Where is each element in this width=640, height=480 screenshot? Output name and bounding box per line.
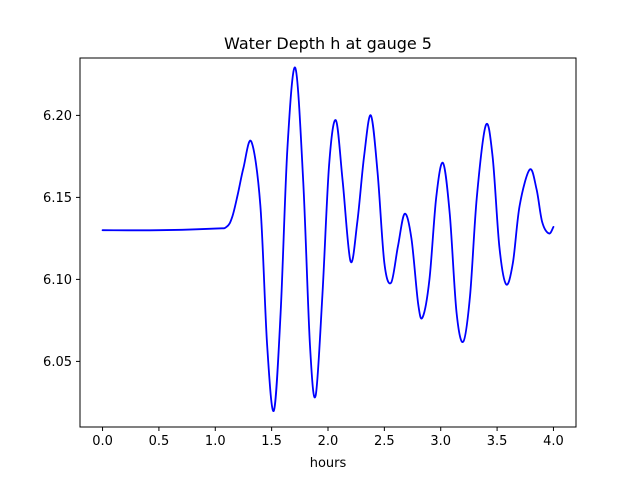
x-axis-label: hours	[310, 456, 347, 471]
x-tick-label: 1.5	[261, 434, 282, 449]
x-tick-label: 0.5	[149, 434, 170, 449]
y-tick-label: 6.10	[43, 273, 72, 288]
x-axis-ticks: 0.0 0.5 1.0 1.5 2.0 2.5 3.0 3.5 4.0	[92, 427, 564, 449]
x-tick-label: 1.0	[205, 434, 226, 449]
x-tick-label: 2.0	[318, 434, 339, 449]
y-axis-ticks: 6.05 6.10 6.15 6.20	[43, 109, 80, 370]
series-line-0	[101, 66, 555, 412]
chart-title: Water Depth h at gauge 5	[224, 34, 432, 53]
plot-area	[101, 66, 555, 412]
axes-frame	[79, 57, 577, 428]
x-tick-label: 4.0	[543, 434, 564, 449]
x-tick-label: 3.5	[487, 434, 508, 449]
x-tick-label: 0.0	[92, 434, 113, 449]
y-tick-label: 6.20	[43, 109, 72, 124]
x-tick-label: 2.5	[374, 434, 395, 449]
y-tick-label: 6.05	[43, 355, 72, 370]
y-tick-label: 6.15	[43, 191, 72, 206]
x-tick-label: 3.0	[430, 434, 451, 449]
